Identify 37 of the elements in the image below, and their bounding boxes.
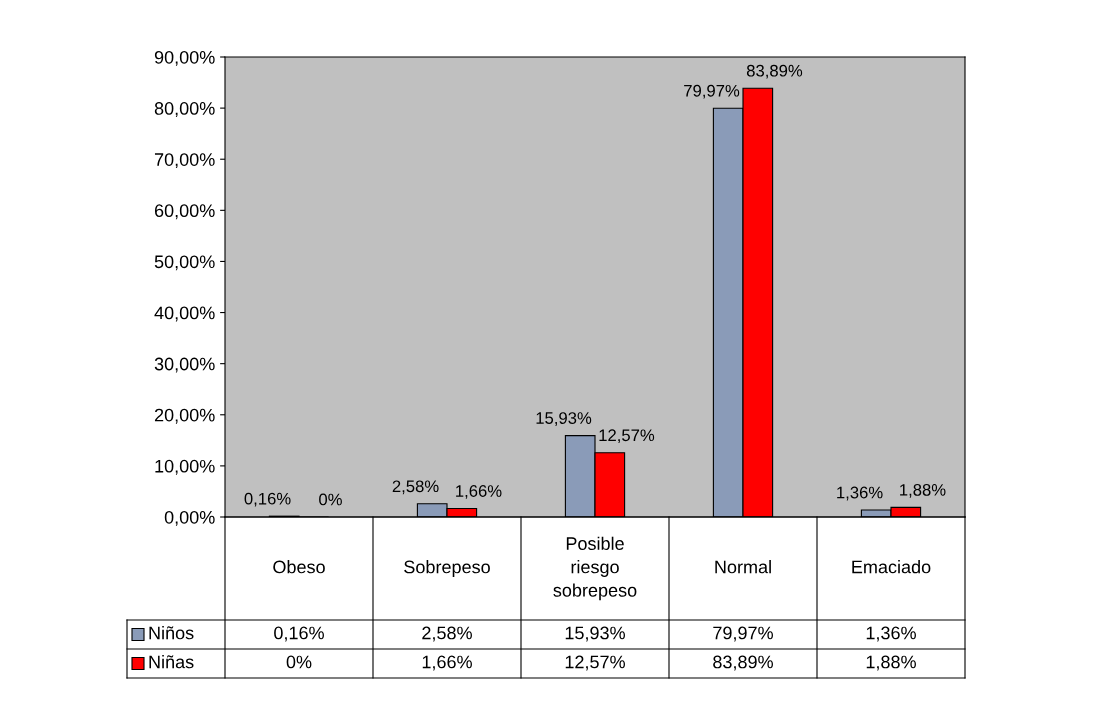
y-tick-label: 30,00% [154, 357, 215, 373]
data-label: 15,93% [565, 626, 625, 642]
x-tick-label: Normal [715, 560, 771, 574]
y-tick-label: 80,00% [154, 102, 215, 117]
data-label: 12,57% [565, 655, 625, 671]
y-tick-label: 10,00% [155, 459, 215, 475]
x-tick-label: Posible riesgo sobrepeso [553, 536, 637, 601]
y-tick-label: 60,00% [154, 204, 215, 220]
data-label: 2,58% [422, 626, 472, 642]
y-tick-label: 40,00% [154, 306, 215, 322]
data-label: 1,66% [422, 655, 472, 671]
data-label: 0% [286, 655, 312, 669]
text: 1,66% [456, 485, 502, 499]
x-tick-label: Emaciado [852, 560, 931, 574]
data-label: 79,97% [713, 626, 773, 642]
data-label: 83,89% [713, 655, 773, 671]
data-label: 1,88% [866, 655, 916, 671]
y-tick-label: 0,00% [164, 510, 215, 526]
legend-label: Niños [149, 626, 194, 640]
x-tick-label: Sobrepeso [404, 560, 490, 577]
y-tick-label: 20,00% [154, 408, 215, 424]
x-tick-label: Obeso [273, 560, 325, 574]
text: 15,93% [536, 412, 592, 426]
text: 0% [319, 493, 342, 506]
text: 83,89% [746, 64, 803, 79]
text: 0,16% [244, 492, 291, 507]
text: 79,97% [684, 84, 740, 99]
y-tick-label: 50,00% [154, 255, 215, 271]
data-label: 0,16% [274, 626, 324, 642]
text: 2,58% [392, 480, 439, 495]
y-tick-label: 90,00% [154, 50, 215, 66]
legend-label: Niñas [149, 655, 194, 669]
text: 1,36% [837, 486, 883, 501]
text: 1,88% [900, 483, 946, 498]
data-label: 1,36% [866, 626, 916, 642]
text: 12,57% [599, 429, 655, 444]
y-tick-label: 70,00% [154, 153, 215, 169]
